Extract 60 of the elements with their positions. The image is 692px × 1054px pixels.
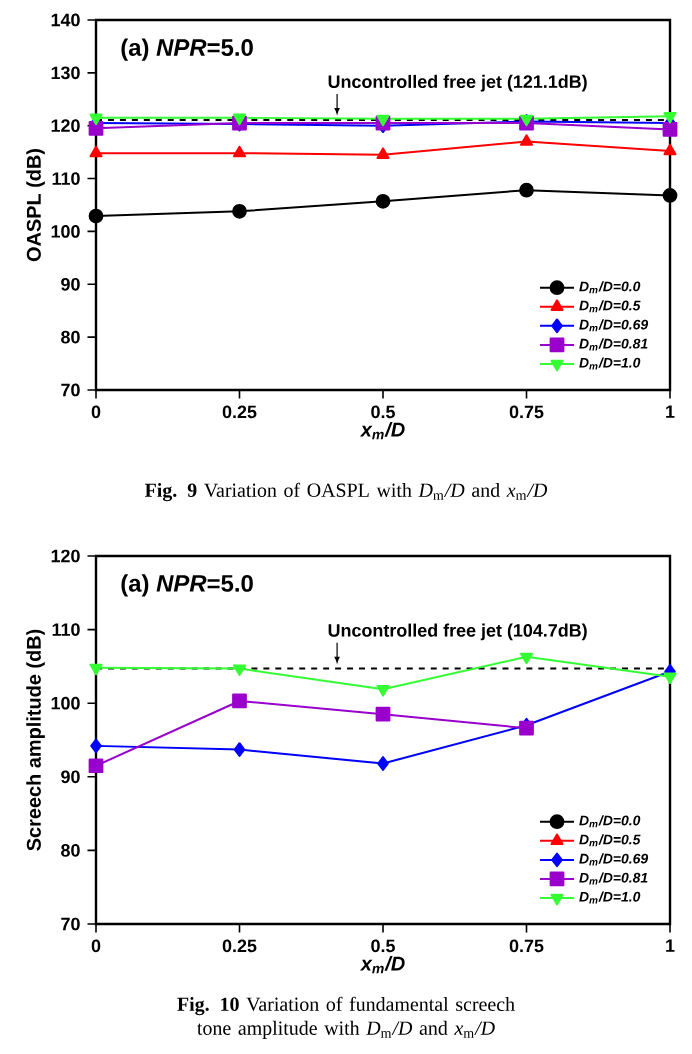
y-tick-label: 100 [51, 696, 80, 710]
y-tick-label: 90 [61, 770, 80, 784]
point [89, 145, 103, 158]
y-tick-label: 130 [51, 66, 80, 80]
point [377, 756, 389, 771]
point [89, 113, 103, 126]
y-tick-label: 140 [51, 13, 80, 27]
point [232, 113, 247, 126]
point [233, 742, 246, 757]
point [232, 145, 247, 158]
ref-line-label: Uncontrolled free jet (104.7dB) [328, 623, 587, 641]
point [232, 693, 247, 709]
y-tick-label: 70 [61, 917, 80, 931]
x-tick-label: 0.5 [371, 939, 395, 953]
y-tick-label: 70 [61, 383, 80, 397]
text: Fig. 9 Variation of OASPL with D$_{m}$/D and x$_{m}$/D [144, 482, 548, 502]
x-tick-label: 1 [666, 939, 675, 952]
text: Fig. 10 Variation of fundamental screech tone amplitude with D$_{m}$/D and x$_{m}$/D [177, 996, 515, 1039]
point [375, 193, 391, 209]
point [88, 758, 104, 774]
point [88, 120, 104, 136]
point [663, 143, 677, 156]
point [663, 672, 677, 685]
y-tick-label: 90 [61, 277, 80, 291]
ref-line-label: Uncontrolled free jet (121.1dB) [328, 74, 587, 92]
x-axis-title: x$_{m}$/D [359, 421, 405, 440]
x-tick-label: 0.25 [222, 939, 257, 953]
point [89, 663, 103, 676]
x-tick-label: 0.25 [222, 405, 257, 419]
x-tick-label: 0.75 [509, 405, 544, 419]
point [519, 652, 534, 665]
x-tick-label: 0 [91, 405, 101, 419]
x-axis-title: x$_{m}$/D [359, 955, 405, 974]
y-tick-label: 110 [52, 623, 80, 636]
point [519, 182, 534, 198]
point [232, 664, 247, 676]
y-axis-title: OASPL (dB) [26, 148, 45, 262]
point [376, 147, 390, 159]
point [88, 208, 104, 224]
point [663, 111, 677, 124]
y-tick-label: 110 [52, 172, 80, 185]
point [662, 188, 678, 203]
x-tick-label: 0.75 [509, 939, 544, 953]
y-tick-label: 80 [61, 844, 80, 857]
y-tick-label: 80 [61, 330, 80, 344]
y-tick-label: 120 [51, 549, 80, 563]
text: (a) NPR=5.0 [121, 574, 253, 597]
x-tick-label: 0.5 [371, 405, 395, 419]
point [375, 706, 391, 722]
y-tick-label: 120 [51, 119, 80, 133]
y-axis-title: Screech amplitude (dB) [26, 629, 45, 851]
point [90, 738, 102, 754]
point [232, 203, 247, 219]
point [662, 122, 678, 137]
point [519, 134, 534, 146]
x-tick-label: 1 [666, 405, 675, 418]
y-tick-label: 100 [51, 225, 80, 238]
text: (a) NPR=5.0 [121, 38, 253, 61]
x-tick-label: 0 [91, 939, 101, 953]
point [376, 685, 390, 697]
